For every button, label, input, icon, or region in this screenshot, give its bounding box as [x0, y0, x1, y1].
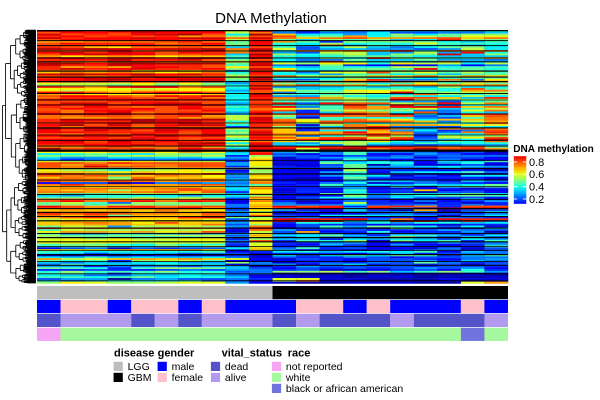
svg-text:alive: alive [225, 372, 247, 384]
svg-text:DNA Methylation: DNA Methylation [215, 10, 327, 27]
svg-text:gender: gender [158, 348, 195, 360]
svg-text:disease: disease [114, 348, 154, 360]
svg-text:0.2: 0.2 [529, 194, 544, 206]
svg-text:white: white [285, 372, 311, 384]
svg-text:black or african american: black or african american [286, 383, 403, 395]
svg-text:DNA methylation: DNA methylation [513, 143, 594, 155]
svg-text:0.4: 0.4 [529, 182, 544, 194]
svg-text:LGG: LGG [128, 361, 150, 373]
svg-text:0.8: 0.8 [529, 157, 544, 169]
svg-text:vital_status: vital_status [222, 348, 283, 360]
svg-text:GBM: GBM [128, 372, 152, 384]
svg-text:dead: dead [225, 361, 249, 373]
svg-text:female: female [172, 372, 204, 384]
svg-text:0.6: 0.6 [529, 169, 544, 181]
svg-text:race: race [288, 348, 311, 360]
svg-text:male: male [172, 361, 195, 373]
svg-text:not reported: not reported [286, 361, 343, 373]
